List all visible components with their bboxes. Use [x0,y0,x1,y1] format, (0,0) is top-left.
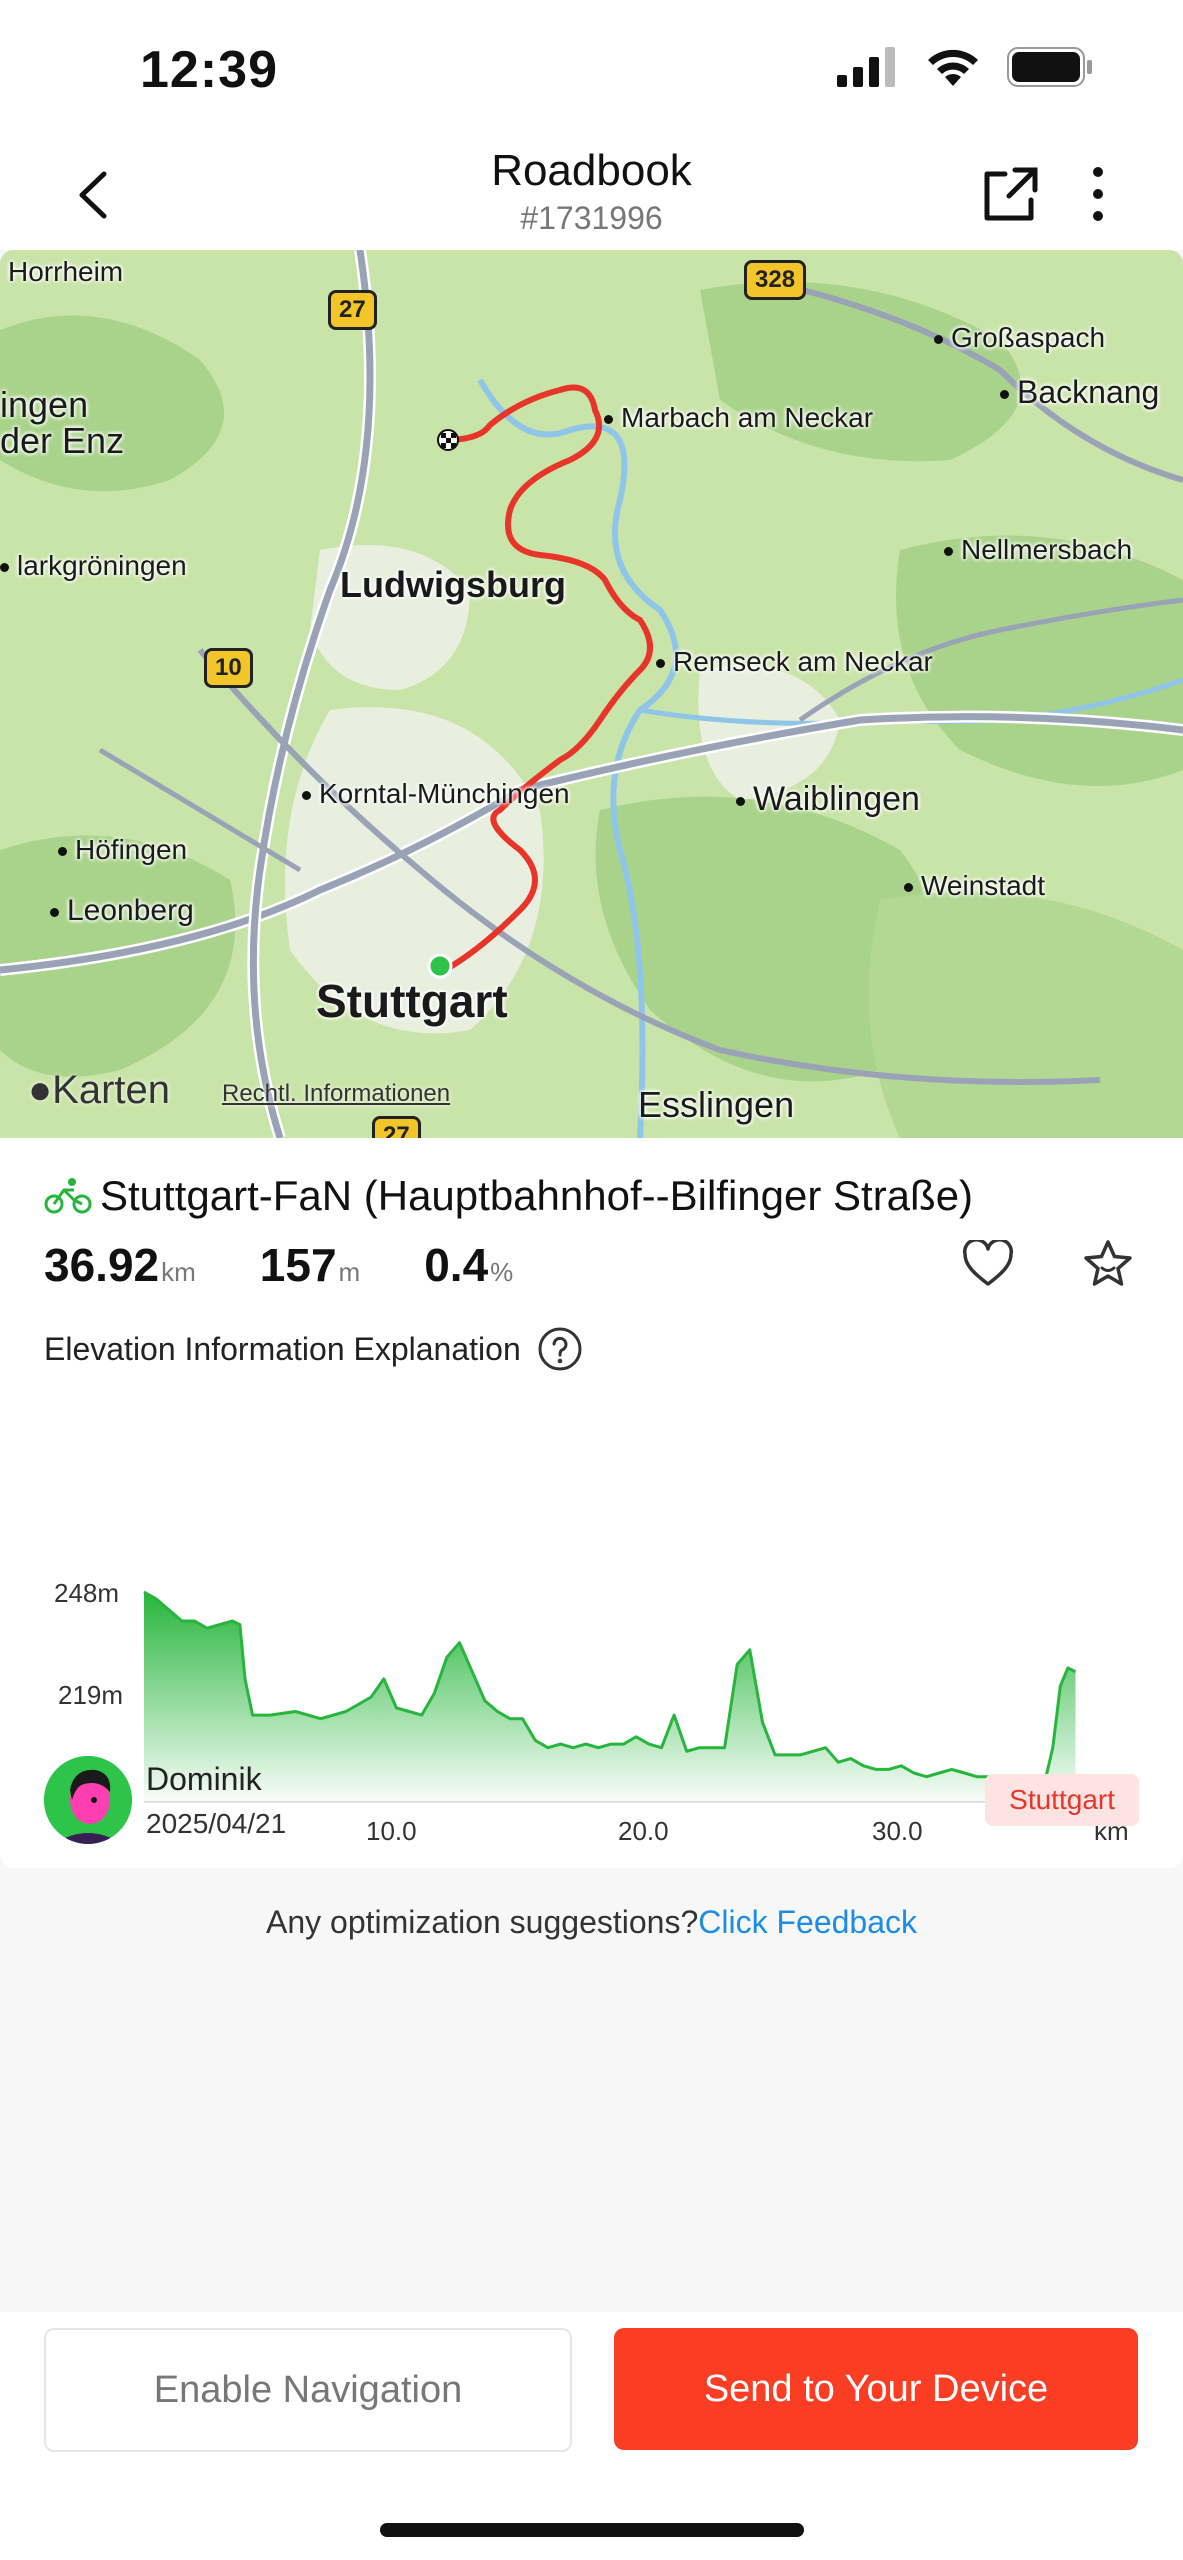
map-attribution: ●Karten [28,1068,171,1112]
status-time: 12:39 [140,41,278,99]
feedback-row: Any optimization suggestions?Click Feedb… [0,1904,1183,1941]
route-title-row: Stuttgart-FaN (Hauptbahnhof--Bilfinger S… [44,1172,973,1220]
road-shield-27-south: 27 [372,1116,421,1138]
bottom-bar: Enable Navigation Send to Your Device [0,2312,1183,2560]
author-name: Dominik [146,1760,262,1797]
y-tick-0: 248m [54,1578,120,1608]
x-tick-1: 20.0 [618,1816,669,1846]
map-label-markgroeningen: larkgröningen [0,550,187,582]
map-label-leonberg: Leonberg [50,894,194,928]
map-label-esslingen: Esslingen [638,1084,795,1125]
home-indicator[interactable] [380,2523,804,2537]
apple-logo-icon: ● [28,1068,53,1112]
enable-navigation-button[interactable]: Enable Navigation [44,2328,572,2452]
map-label-ludwigsburg: Ludwigsburg [340,564,566,605]
feedback-text: Any optimization suggestions? [266,1904,699,1940]
page-title: Roadbook [491,146,692,195]
map-label-waiblingen: Waiblingen [736,780,920,819]
send-to-device-button[interactable]: Send to Your Device [614,2328,1138,2450]
elevation-line [143,1590,1077,1804]
road-shield-328: 328 [744,260,807,300]
stat-grade: 0.4% [424,1239,514,1291]
wifi-icon [928,49,978,86]
status-icons [837,46,1093,88]
x-tick-0: 10.0 [366,1816,417,1846]
author-date: 2025/04/21 [146,1807,287,1839]
avatar[interactable] [44,1756,132,1844]
feedback-link[interactable]: Click Feedback [698,1904,917,1940]
back-icon[interactable] [60,160,130,230]
road-shield-27: 27 [328,290,377,330]
route-info-card: Stuttgart-FaN (Hauptbahnhof--Bilfinger S… [0,1138,1183,1868]
route-map[interactable]: Horrheim ingen der Enz larkgröningen Lud… [0,250,1183,1138]
route-title: Stuttgart-FaN (Hauptbahnhof--Bilfinger S… [100,1172,974,1219]
map-label-backnang: Backnang [1000,374,1159,411]
stat-distance: 36.92km [44,1239,196,1291]
y-tick-1: 219m [58,1680,124,1710]
more-icon[interactable] [1083,162,1113,226]
elevation-plot [143,1590,1078,1804]
region-tag[interactable]: Stuttgart [985,1774,1139,1826]
map-label-remseck: Remseck am Neckar [656,646,933,678]
map-label-grossaspach: Großaspach [934,322,1105,354]
author-info: Dominik 2025/04/21 [146,1761,286,1840]
route-stats: 36.92km 157m 0.4% [44,1238,513,1292]
map-label-korntal: Korntal-Münchingen [302,778,570,810]
question-icon[interactable] [537,1326,583,1372]
status-bar: 12:39 [0,0,1183,140]
bike-icon [44,1178,92,1214]
battery-icon [1007,47,1092,87]
map-label-der-enz: der Enz [0,420,125,461]
star-icon[interactable] [1082,1238,1134,1290]
map-legal-link[interactable]: Rechtl. Informationen [222,1080,451,1107]
map-label-weinstadt: Weinstadt [904,870,1045,902]
map-label-stuttgart: Stuttgart [316,975,508,1027]
stat-ascent: 157m [259,1239,361,1291]
map-label-ingen: ingen [0,384,89,425]
map-label-hoefingen: Höfingen [58,834,187,866]
roadbook-id: #1731996 [520,200,663,236]
share-icon[interactable] [979,162,1043,226]
nav-bar: Roadbook #1731996 [0,140,1183,250]
x-tick-2: 30.0 [872,1816,923,1846]
map-label-marbach: Marbach am Neckar [604,402,873,434]
map-label-nellmersbach: Nellmersbach [944,534,1132,566]
avatar-image [44,1756,132,1844]
map-label-horrheim: Horrheim [8,256,124,287]
signal-icon [837,47,895,87]
elevation-area [144,1592,1076,1802]
elevation-explain-label: Elevation Information Explanation [44,1330,521,1367]
road-shield-10: 10 [204,648,253,688]
elevation-explain[interactable]: Elevation Information Explanation [44,1326,583,1372]
heart-icon[interactable] [962,1240,1014,1288]
author-row[interactable]: Dominik 2025/04/21 [44,1756,286,1844]
